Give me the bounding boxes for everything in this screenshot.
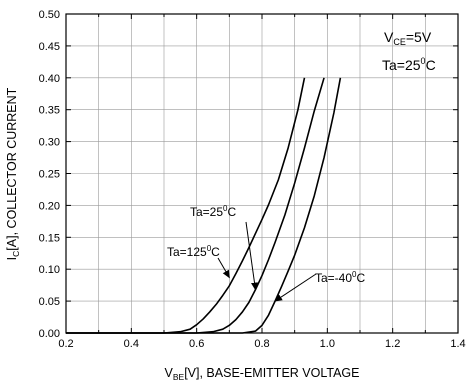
y-tick-label: 0.00 [39,328,60,340]
x-tick-label: 0.4 [124,338,139,350]
x-axis-label: VBE[V], BASE-EMITTER VOLTAGE [165,366,360,382]
grid [66,14,458,333]
y-tick-label: 0.15 [39,232,60,244]
x-tick-label: 0.2 [58,338,73,350]
y-tick-label: 0.50 [39,9,60,21]
y-tick-label: 0.20 [39,200,60,212]
y-tick-label: 0.40 [39,73,60,85]
y-tick-label: 0.05 [39,296,60,308]
y-tick-label: 0.10 [39,264,60,276]
annotation-arrow [245,221,258,291]
y-tick-label: 0.35 [39,105,60,117]
annotation-arrow [274,273,317,302]
x-tick-label: 1.4 [450,338,465,350]
y-axis-label: IC[A], COLLECTOR CURRENT [5,87,21,260]
y-tick-label: 0.30 [39,137,60,149]
x-tick-label: 0.8 [254,338,269,350]
tick-labels: 0.2 0.4 0.6 0.8 1.0 1.2 1.4 0.00 0.05 0.10 0.15 0.2… [39,9,466,350]
annotation-arrow [217,257,230,279]
series-label-ta-40: Ta=-400C [315,270,365,285]
y-tick-label: 0.45 [39,41,60,53]
series-line-0 [66,77,306,334]
condition-vce: VCE=5V [384,29,432,47]
x-tick-label: 1.0 [320,338,335,350]
series-label-ta25: Ta=250C [190,204,236,219]
series-line-2 [66,77,342,334]
annotations [217,221,317,302]
y-tick-label: 0.25 [39,169,60,181]
condition-ta: Ta=250C [382,56,436,73]
series-label-ta125: Ta=1250C [167,244,220,259]
x-tick-label: 1.2 [385,338,400,350]
x-tick-label: 0.6 [189,338,204,350]
plot-frame [65,13,459,334]
